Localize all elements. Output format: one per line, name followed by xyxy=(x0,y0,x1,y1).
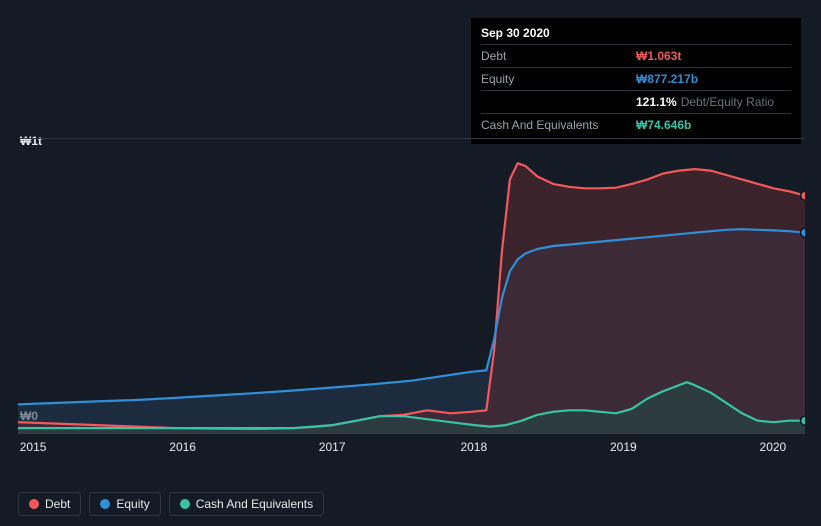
tooltip-row-value: ₩74.646b xyxy=(636,116,691,134)
legend: Debt Equity Cash And Equivalents xyxy=(18,492,324,516)
tooltip-row-label: Equity xyxy=(481,70,636,88)
x-axis-tick: 2019 xyxy=(610,440,637,454)
x-axis-tick: 2016 xyxy=(169,440,196,454)
tooltip-row: Cash And Equivalents₩74.646b xyxy=(481,113,791,136)
legend-item[interactable]: Equity xyxy=(89,492,160,516)
tooltip-row-label: Cash And Equivalents xyxy=(481,116,636,134)
tooltip-row-suffix: Debt/Equity Ratio xyxy=(681,93,774,111)
tooltip-date: Sep 30 2020 xyxy=(481,24,791,42)
tooltip-row: Equity₩877.217b xyxy=(481,67,791,90)
tooltip-row: 121.1%Debt/Equity Ratio xyxy=(481,90,791,113)
chart-svg xyxy=(18,138,805,434)
x-axis-tick: 2015 xyxy=(20,440,47,454)
series-end-marker xyxy=(801,416,806,425)
x-axis-tick: 2017 xyxy=(319,440,346,454)
series-end-marker xyxy=(801,228,806,237)
x-axis-tick: 2018 xyxy=(460,440,487,454)
legend-swatch xyxy=(100,499,110,509)
tooltip-row-value: ₩877.217b xyxy=(636,70,698,88)
chart-area xyxy=(18,138,805,434)
tooltip-rows: Debt₩1.063tEquity₩877.217b121.1%Debt/Equ… xyxy=(481,44,791,136)
series-end-marker xyxy=(801,191,806,200)
legend-label: Equity xyxy=(116,497,149,511)
tooltip-row: Debt₩1.063t xyxy=(481,44,791,67)
x-axis-tick: 2020 xyxy=(760,440,787,454)
legend-swatch xyxy=(180,499,190,509)
tooltip-row-value: ₩1.063t xyxy=(636,47,681,65)
tooltip-row-value: 121.1% xyxy=(636,93,677,111)
legend-item[interactable]: Debt xyxy=(18,492,81,516)
legend-swatch xyxy=(29,499,39,509)
tooltip-row-label: Debt xyxy=(481,47,636,65)
chart-tooltip: Sep 30 2020 Debt₩1.063tEquity₩877.217b12… xyxy=(471,18,801,144)
legend-label: Debt xyxy=(45,497,70,511)
legend-label: Cash And Equivalents xyxy=(196,497,313,511)
legend-item[interactable]: Cash And Equivalents xyxy=(169,492,324,516)
